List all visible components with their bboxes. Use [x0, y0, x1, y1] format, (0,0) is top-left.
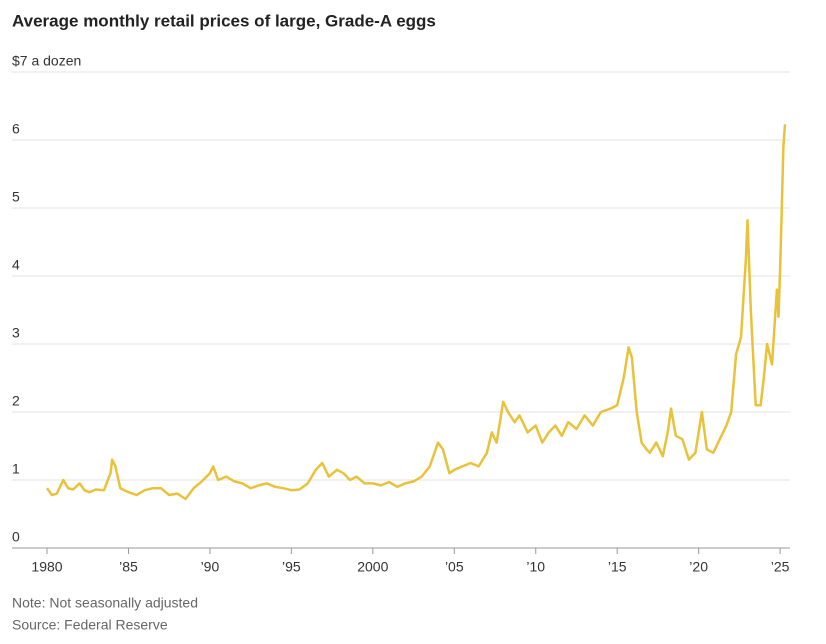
y-tick-label: 6	[12, 121, 20, 137]
y-tick-label: 2	[12, 393, 20, 409]
x-tick-label: ’25	[771, 559, 790, 575]
y-tick-label: 1	[12, 461, 20, 477]
x-tick-label: ’85	[119, 559, 138, 575]
x-tick-label: 1980	[31, 559, 62, 575]
price-line	[45, 124, 787, 501]
x-tick-label: ’20	[689, 559, 708, 575]
x-tick-label: ’05	[445, 559, 464, 575]
y-tick-label: 4	[12, 257, 20, 273]
y-tick-label: 5	[12, 189, 20, 205]
note: Note: Not seasonally adjusted	[12, 595, 198, 611]
x-tick-label: ’15	[608, 559, 627, 575]
chart-title: Average monthly retail prices of large, …	[12, 11, 436, 30]
x-tick-label: ’95	[282, 559, 301, 575]
y-tick-label: 3	[12, 325, 20, 341]
source: Source: Federal Reserve	[12, 617, 168, 633]
x-tick-label: ’90	[201, 559, 220, 575]
x-tick-label: 2000	[357, 559, 388, 575]
y-tick-label: $7 a dozen	[12, 53, 81, 69]
x-tick-label: ’10	[526, 559, 545, 575]
y-tick-label: 0	[12, 529, 20, 545]
